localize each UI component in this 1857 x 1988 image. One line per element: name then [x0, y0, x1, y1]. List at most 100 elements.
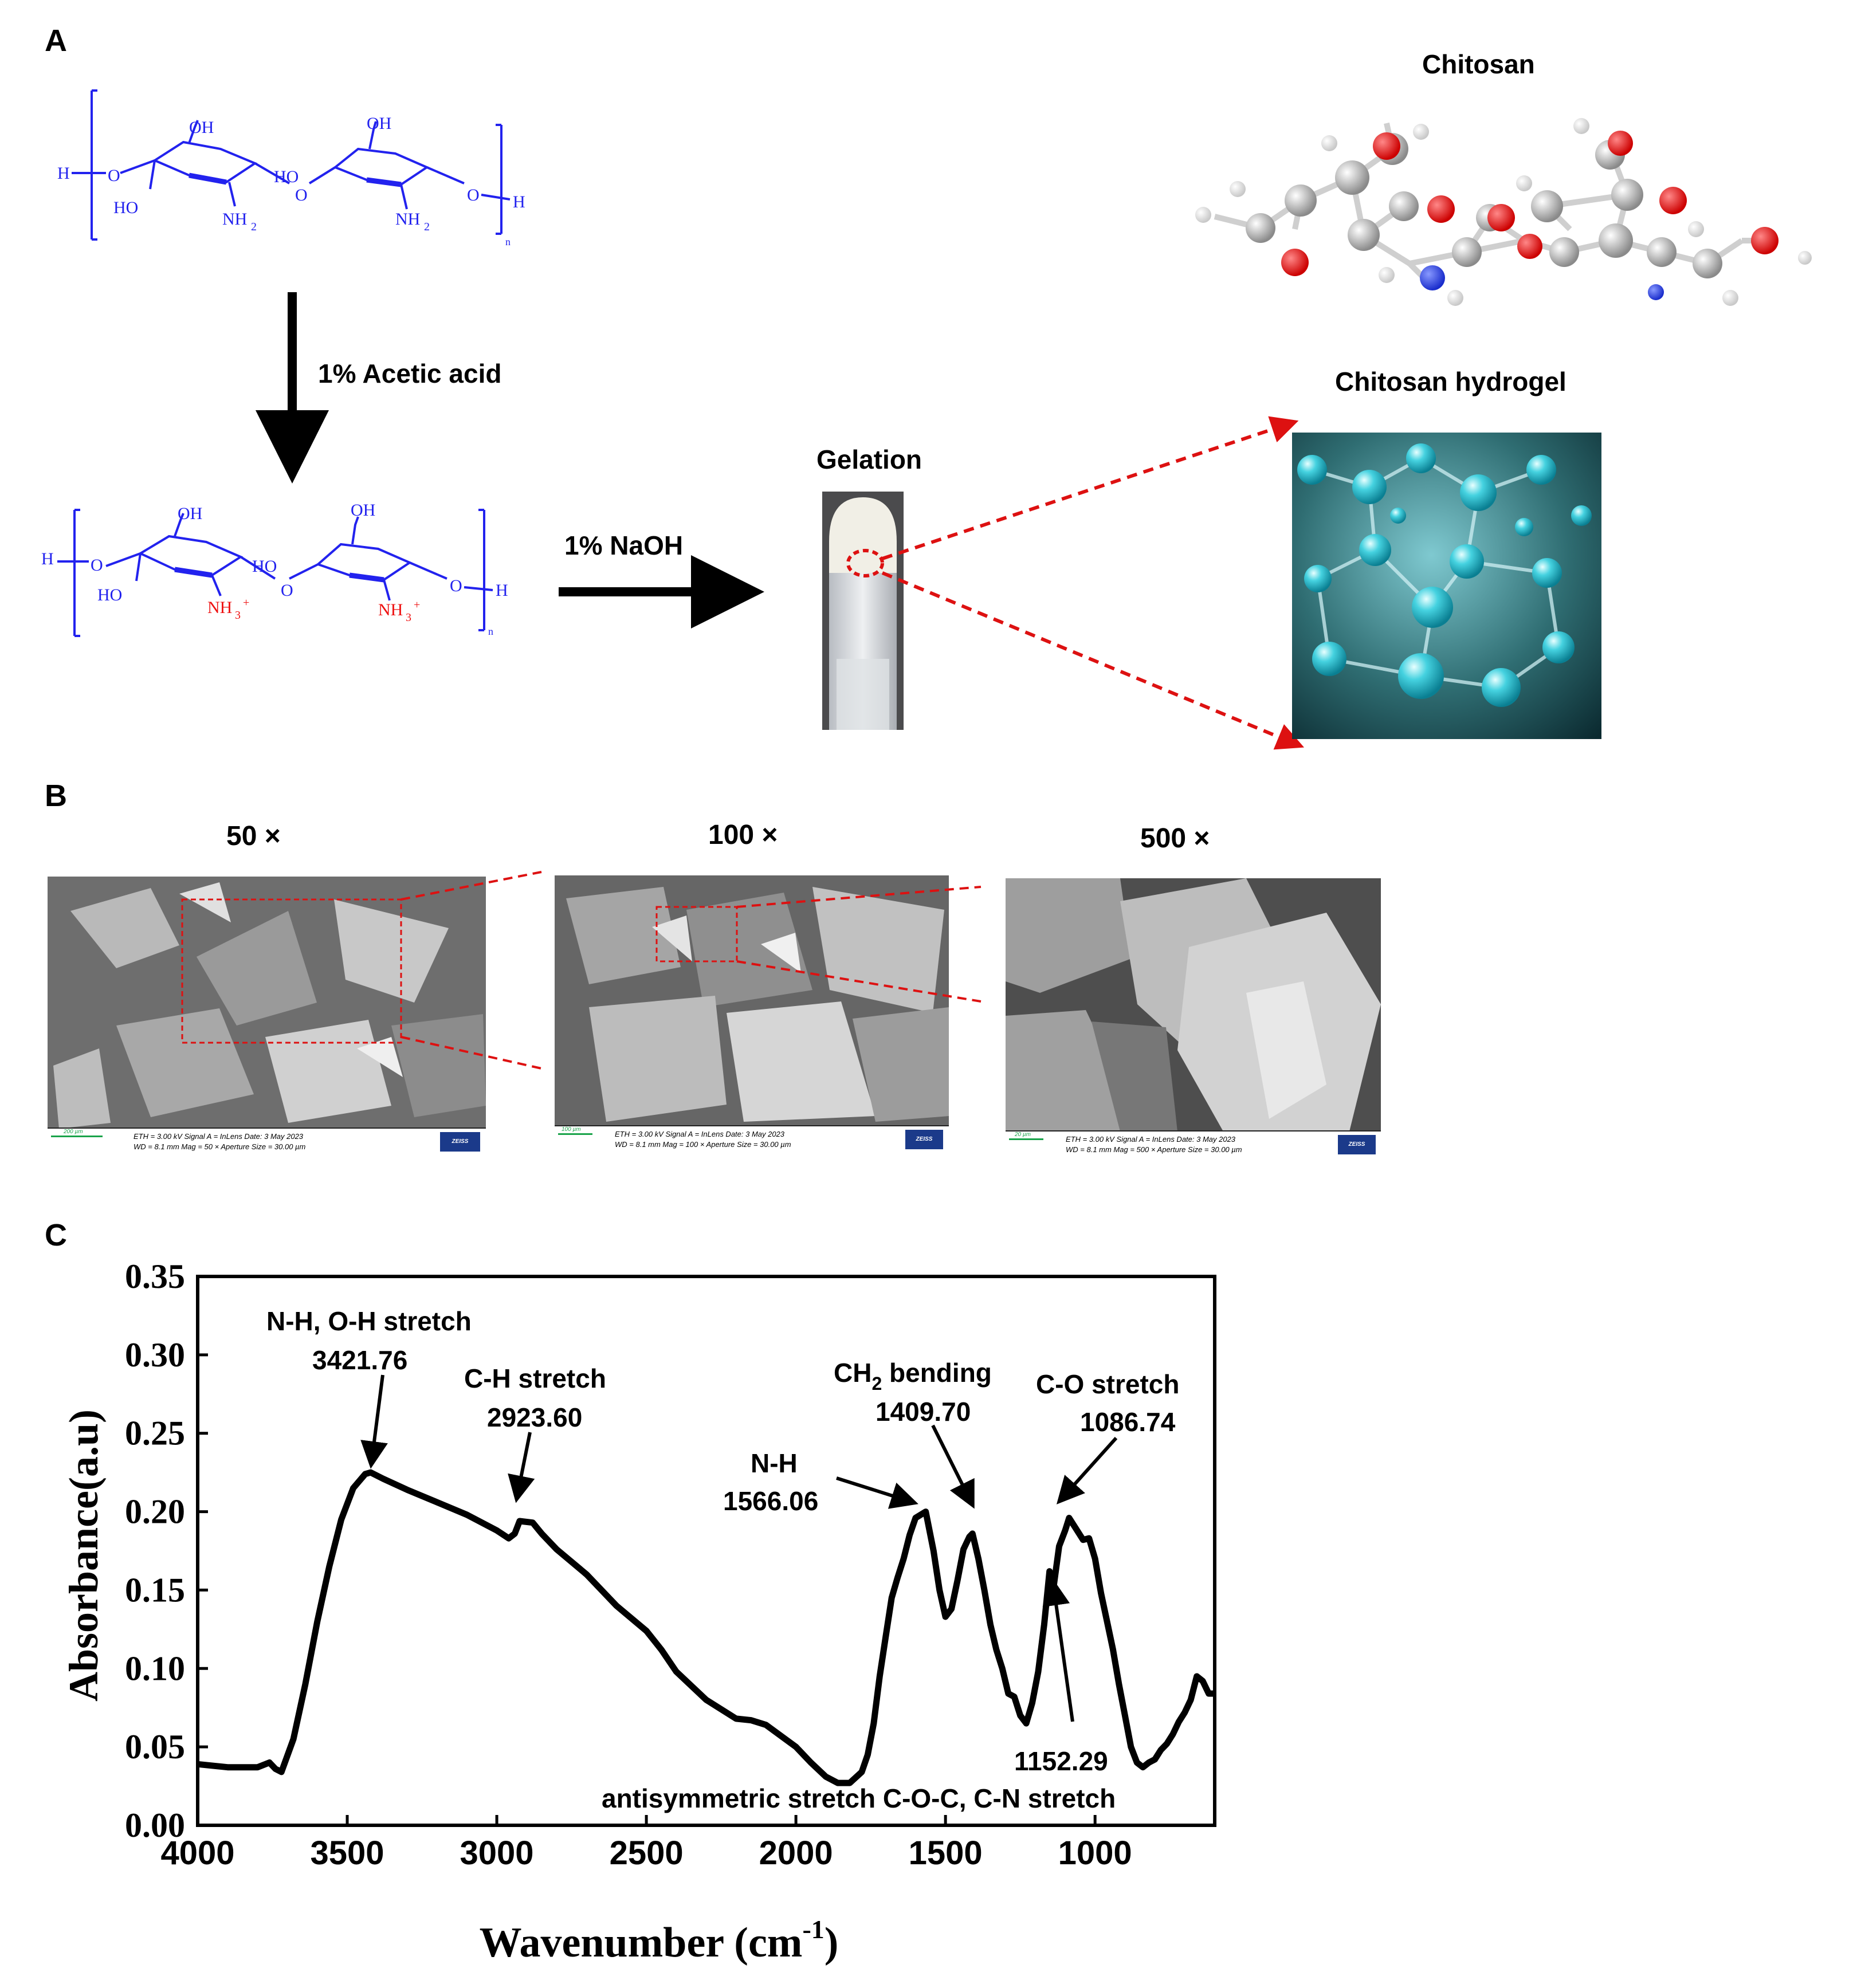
struct-top-oh1: OH [189, 118, 214, 137]
spectrum-line [197, 1469, 1215, 1786]
x-axis-label-sup: -1 [802, 1915, 824, 1944]
struct-bot-plus-1: + [243, 596, 249, 609]
sem-footer-3: 20 µm ETH = 3.00 kV Signal A = InLens Da… [1006, 1130, 1381, 1159]
struct-top-sub2-2: 2 [424, 221, 430, 233]
y-axis-label: Absorbance(a.u) [61, 1409, 107, 1702]
step1-reagent-label: 1% Acetic acid [318, 359, 501, 388]
zeiss-logo-3: ZEISS [1338, 1135, 1376, 1154]
struct-bot-h-right: H [496, 581, 508, 600]
struct-top-ho2: HO [274, 167, 299, 186]
x-tick-label: 2500 [610, 1834, 684, 1872]
panel-a-graphics: H O OH OH HO HO NH 2 NH 2 O O H n 1% Ace… [41, 49, 1812, 750]
mag-label-500: 500 × [1140, 823, 1210, 854]
annotation-ch2-post: bending [882, 1358, 992, 1388]
scale-text-2: 100 µm [562, 1126, 581, 1133]
struct-top-nh2-2: NH [395, 210, 420, 229]
x-axis-label: Wavenumber (cm-1) [480, 1915, 839, 1966]
chitosan-3d-atoms [1195, 118, 1812, 306]
annotation-ch-label: C-H stretch [464, 1364, 606, 1393]
zeiss-logo-1: ZEISS [440, 1132, 480, 1152]
hydrogel-title: Chitosan hydrogel [1335, 367, 1567, 396]
struct-bot-sub3-2: 3 [406, 611, 411, 624]
chitosan-structure-bottom [57, 509, 493, 637]
struct-top-nh2-1: NH [222, 210, 247, 229]
scale-text-3: 20 µm [1015, 1131, 1031, 1138]
zeiss-logo-2: ZEISS [905, 1130, 943, 1149]
struct-bot-o-mid: O [281, 581, 293, 600]
step2-reagent-label: 1% NaOH [564, 531, 683, 560]
annotation-nh-oh-value: 3421.76 [312, 1345, 407, 1375]
chitosan-structure-top [72, 89, 511, 241]
mag-label-50: 50 × [226, 821, 281, 851]
sem-meta-line1-1: ETH = 3.00 kV Signal A = InLens Date: 3 … [134, 1132, 304, 1141]
sem-footer-1: 200 µm ETH = 3.00 kV Signal A = InLens D… [48, 1127, 486, 1156]
sem-texture-1 [48, 877, 486, 1129]
scale-bar-3 [1009, 1138, 1043, 1140]
x-tick-label: 4000 [160, 1834, 234, 1872]
annotation-co-label: C-O stretch [1036, 1369, 1179, 1399]
x-tick-label: 1500 [909, 1834, 983, 1872]
struct-bot-ho2: HO [252, 557, 277, 576]
struct-bot-oh2: OH [351, 501, 375, 520]
x-axis-label-close: ) [825, 1919, 839, 1966]
sem-meta-line1-3: ETH = 3.00 kV Signal A = InLens Date: 3 … [1066, 1135, 1236, 1144]
struct-bot-o-left: O [91, 556, 103, 575]
panel-b-zoom-lines [401, 871, 981, 1070]
struct-bot-ho1: HO [97, 586, 122, 604]
panel-c-letter: C [45, 1218, 67, 1252]
panel-a-letter: A [45, 23, 67, 58]
struct-bot-sub3-1: 3 [235, 609, 241, 622]
sem-meta-line2-3: WD = 8.1 mm Mag = 500 × Aperture Size = … [1066, 1145, 1242, 1154]
scale-text-1: 200 µm [64, 1129, 83, 1135]
struct-top-o-right: O [467, 186, 480, 205]
struct-top-h-right: H [513, 192, 525, 211]
x-tick-label: 3000 [460, 1834, 534, 1872]
x-axis-label-main: Wavenumber (cm [480, 1919, 803, 1966]
y-tick-label: 0.15 [125, 1571, 185, 1609]
annotation-ch2-value: 1409.70 [876, 1397, 971, 1427]
scale-bar-1 [51, 1136, 103, 1137]
molecule-title: Chitosan [1422, 49, 1535, 79]
struct-top-o-mid: O [295, 186, 308, 205]
struct-top-o-left: O [108, 166, 120, 185]
sem-image-500x: 20 µm ETH = 3.00 kV Signal A = InLens Da… [1006, 878, 1381, 1159]
annotation-co-value: 1086.74 [1080, 1407, 1176, 1437]
y-axis-ticks: 0.00 0.05 0.10 0.15 0.20 0.25 0.30 0.35 [125, 1258, 208, 1844]
mag-label-100: 100 × [708, 820, 778, 850]
sem-meta-line1-2: ETH = 3.00 kV Signal A = InLens Date: 3 … [615, 1130, 785, 1138]
zoom-arrow-down [881, 571, 1305, 750]
struct-bot-nh3-1: NH [207, 598, 232, 617]
struct-top-n: n [505, 236, 511, 247]
y-tick-label: 0.05 [125, 1728, 185, 1766]
annotation-arrows [360, 1374, 1118, 1722]
panel-b-letter: B [45, 779, 67, 813]
x-tick-label: 1000 [1058, 1834, 1132, 1872]
struct-top-oh2: OH [367, 114, 391, 133]
y-tick-label: 0.20 [125, 1493, 185, 1531]
gelation-label: Gelation [816, 445, 922, 474]
x-tick-label: 2000 [759, 1834, 833, 1872]
struct-bot-plus-2: + [414, 599, 420, 611]
struct-top-h-left: H [57, 164, 70, 183]
sem-image-50x: 200 µm ETH = 3.00 kV Signal A = InLens D… [48, 877, 486, 1156]
struct-bot-o-right: O [450, 576, 462, 595]
y-tick-label: 0.30 [125, 1336, 185, 1374]
annotation-coc-value: 1152.29 [1014, 1746, 1108, 1776]
y-tick-label: 0.35 [125, 1258, 185, 1295]
annotation-nh-label: N-H [751, 1448, 798, 1478]
ftir-chart: 0.00 0.05 0.10 0.15 0.20 0.25 0.30 0.35 4000 350… [61, 1258, 1216, 1966]
sem-image-100x: 100 µm ETH = 3.00 kV Signal A = InLens D… [555, 875, 949, 1154]
annotation-ch2-label: CH2 bending [834, 1358, 992, 1394]
sem-texture-2 [555, 875, 949, 1126]
annotation-nh-value: 1566.06 [723, 1486, 818, 1516]
struct-bot-nh3-2: NH [378, 600, 403, 619]
gel-tube-photo [822, 492, 904, 730]
plot-frame [196, 1275, 1216, 1827]
scale-bar-2 [558, 1133, 592, 1135]
struct-top-sub2-1: 2 [251, 221, 257, 233]
sem-texture-3 [1006, 878, 1381, 1131]
sem-meta-line2-1: WD = 8.1 mm Mag = 50 × Aperture Size = 3… [134, 1142, 306, 1151]
struct-top-ho1: HO [113, 198, 138, 217]
annotation-ch-value: 2923.60 [487, 1402, 582, 1432]
struct-bot-oh1: OH [178, 504, 202, 523]
